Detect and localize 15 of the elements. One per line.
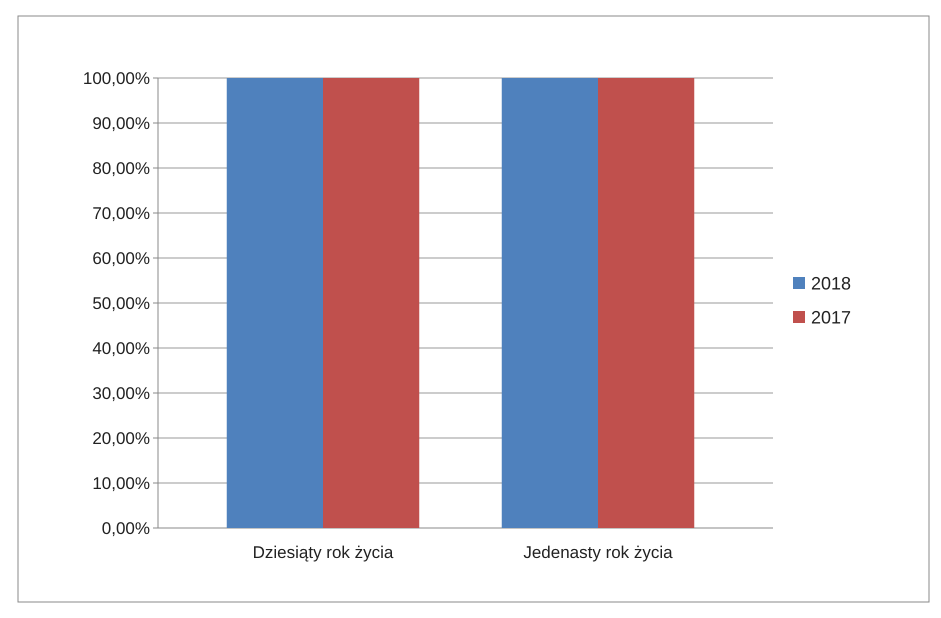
y-tick-label: 0,00% [102, 518, 150, 538]
y-tick-label: 70,00% [92, 204, 150, 223]
y-tick-label: 10,00% [92, 474, 150, 493]
x-tick-label: Jedenasty rok życia [523, 543, 674, 562]
y-tick-label: 90,00% [92, 114, 150, 133]
y-tick-label: 40,00% [92, 338, 150, 358]
x-tick-label: Dziesiąty rok życia [252, 543, 394, 562]
legend-label: 2018 [811, 273, 852, 294]
y-tick-label: 80,00% [92, 158, 150, 178]
y-tick-label: 30,00% [92, 384, 150, 403]
y-tick-label: 20,00% [92, 428, 150, 448]
y-tick-label: 100,00% [82, 68, 150, 88]
legend-label: 2017 [811, 307, 852, 328]
y-tick-label: 60,00% [92, 248, 150, 268]
y-tick-label: 50,00% [92, 294, 150, 313]
